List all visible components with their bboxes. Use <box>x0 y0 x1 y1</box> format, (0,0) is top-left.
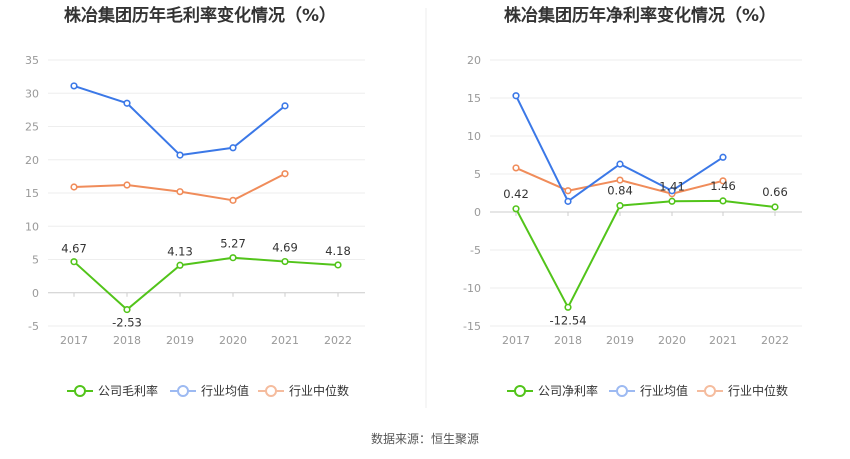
data-point <box>771 203 779 211</box>
series-line <box>73 84 286 157</box>
data-point <box>229 144 237 152</box>
y-tick-label: 0 <box>474 206 481 219</box>
x-tick-label: 2017 <box>60 334 88 347</box>
legend-swatch-marker <box>74 385 86 397</box>
series-line <box>73 172 286 202</box>
data-point <box>70 82 78 90</box>
legend-swatch-marker <box>704 385 716 397</box>
data-point <box>564 197 572 205</box>
data-label: 1.41 <box>659 179 685 193</box>
y-tick-label: 20 <box>467 54 481 67</box>
y-tick-label: -5 <box>470 244 481 257</box>
legend-swatch-marker <box>265 385 277 397</box>
chart-title: 株冶集团历年毛利率变化情况（%） <box>64 5 336 26</box>
data-point <box>281 170 289 178</box>
chart-title: 株冶集团历年净利率变化情况（%） <box>504 5 776 26</box>
x-tick-label: 2017 <box>502 334 530 347</box>
legend-swatch-marker <box>177 385 189 397</box>
y-tick-label: 15 <box>467 92 481 105</box>
data-point <box>512 164 520 172</box>
data-point <box>616 160 624 168</box>
data-point <box>719 153 727 161</box>
x-tick-label: 2018 <box>113 334 141 347</box>
y-tick-label: 35 <box>25 54 39 67</box>
data-point <box>512 205 520 213</box>
data-label: 0.66 <box>762 185 788 199</box>
data-source: 数据来源：恒生聚源 <box>371 431 479 446</box>
legend-swatch-marker <box>616 385 628 397</box>
x-tick-label: 2019 <box>166 334 194 347</box>
data-label: -2.53 <box>112 316 142 330</box>
x-tick-label: 2020 <box>219 334 247 347</box>
y-tick-label: 15 <box>25 187 39 200</box>
data-point <box>123 99 131 107</box>
legend-swatch-marker <box>514 385 526 397</box>
data-label: 4.67 <box>61 242 87 256</box>
data-point <box>70 258 78 266</box>
data-point <box>512 92 520 100</box>
legend-label: 行业均值 <box>201 383 249 398</box>
x-tick-label: 2021 <box>271 334 299 347</box>
y-tick-label: -5 <box>28 320 39 333</box>
y-tick-label: 5 <box>32 254 39 267</box>
legend-label: 公司净利率 <box>538 383 598 398</box>
x-tick-label: 2022 <box>324 334 352 347</box>
data-point <box>564 303 572 311</box>
data-point <box>668 197 676 205</box>
data-label: 0.84 <box>607 184 633 198</box>
data-point <box>229 196 237 204</box>
data-point <box>564 187 572 195</box>
x-tick-label: 2021 <box>709 334 737 347</box>
data-point <box>229 254 237 262</box>
legend-label: 行业中位数 <box>289 383 349 398</box>
data-label: -12.54 <box>549 313 586 327</box>
data-label: 4.13 <box>167 244 193 258</box>
data-label: 4.18 <box>325 244 351 258</box>
data-point <box>176 151 184 159</box>
y-tick-label: -10 <box>463 282 481 295</box>
data-label: 0.42 <box>503 187 529 201</box>
data-point <box>616 202 624 210</box>
net-margin-chart: 株冶集团历年净利率变化情况（%） -15 -10 -5 0 5 10 15 20 2017 2018… <box>463 5 802 398</box>
legend-label: 公司毛利率 <box>98 383 158 398</box>
legend-label: 行业均值 <box>640 383 688 398</box>
y-tick-label: 10 <box>25 220 39 233</box>
data-point <box>176 188 184 196</box>
data-point <box>334 261 342 269</box>
series-line <box>515 199 776 309</box>
gross-margin-chart: 株冶集团历年毛利率变化情况（%） -5 0 5 10 15 20 25 30 35 2017 2018… <box>25 5 365 398</box>
y-tick-label: -15 <box>463 320 481 333</box>
y-tick-label: 0 <box>32 287 39 300</box>
data-point <box>123 181 131 189</box>
data-point <box>281 257 289 266</box>
data-point <box>281 102 289 110</box>
data-label: 1.46 <box>710 179 736 193</box>
data-point <box>719 177 727 185</box>
data-point <box>176 261 184 269</box>
data-label: 4.69 <box>272 241 298 255</box>
x-tick-label: 2018 <box>554 334 582 347</box>
y-tick-label: 25 <box>25 121 39 134</box>
y-tick-label: 5 <box>474 168 481 181</box>
data-point <box>616 176 624 184</box>
x-tick-label: 2020 <box>658 334 686 347</box>
y-tick-label: 10 <box>467 130 481 143</box>
data-point <box>123 305 131 314</box>
series-line <box>73 256 339 311</box>
y-tick-label: 30 <box>25 87 39 100</box>
x-tick-label: 2019 <box>606 334 634 347</box>
y-tick-label: 20 <box>25 154 39 167</box>
data-point <box>719 197 727 205</box>
legend-label: 行业中位数 <box>728 383 788 398</box>
data-point <box>668 187 676 195</box>
x-tick-label: 2022 <box>761 334 789 347</box>
data-label: 5.27 <box>220 237 246 251</box>
data-point <box>70 183 78 191</box>
